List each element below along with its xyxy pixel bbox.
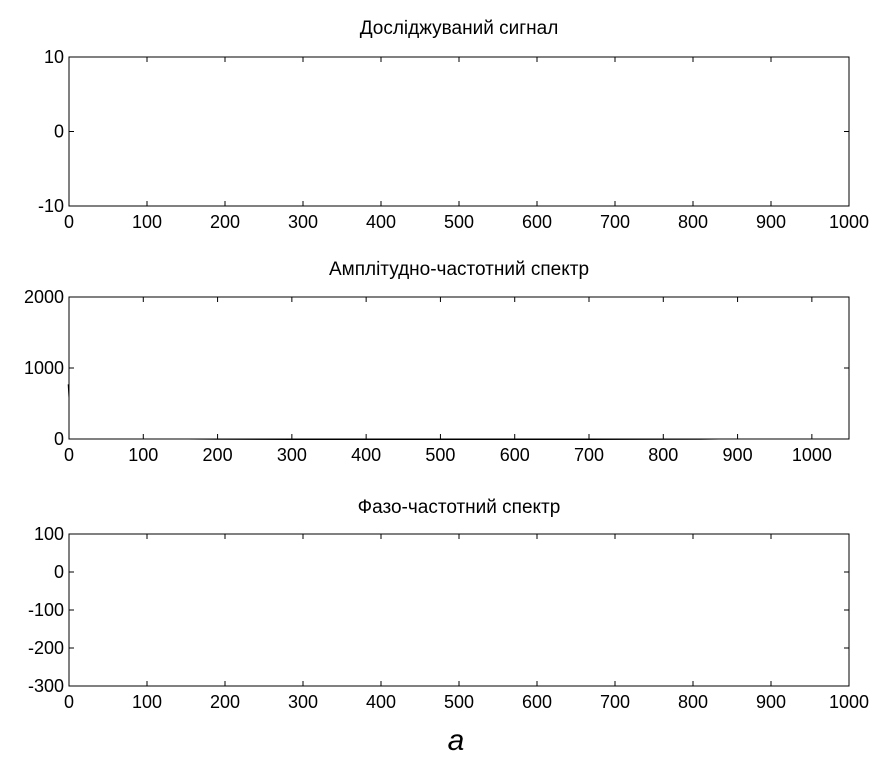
signal-x-tick-label-3: 300 [288, 212, 318, 232]
signal-x-tick-label-5: 500 [444, 212, 474, 232]
phase-y-tick-label-2: -100 [28, 600, 64, 620]
signal-y-tick-label-1: 0 [54, 122, 64, 142]
figure-caption: a [448, 724, 465, 757]
phase-x-tick-label-10: 1000 [829, 692, 869, 712]
amplitude-spectrum-plot: Амплітудно-частотний спектр 0 100 200 300 40… [24, 259, 850, 465]
amplitude-x-tick-label-6: 600 [500, 445, 530, 465]
phase-spectrum-plot: Фазо-частотний спектр 0 100 200 300 400 500 60… [28, 497, 869, 712]
phase-x-tick-label-3: 300 [288, 692, 318, 712]
amplitude-x-tick-label-4: 400 [351, 445, 381, 465]
amplitude-y-tick-label-1: 1000 [24, 358, 64, 378]
phase-x-tick-label-9: 900 [756, 692, 786, 712]
phase-x-tick-label-2: 200 [210, 692, 240, 712]
signal-y-tick-label-0: -10 [38, 196, 64, 216]
phase-x-tick-label-0: 0 [64, 692, 74, 712]
phase-x-tick-label-6: 600 [522, 692, 552, 712]
signal-y-tick-label-2: 10 [44, 47, 64, 67]
amplitude-x-tick-label-5: 500 [425, 445, 455, 465]
phase-x-tick-label-4: 400 [366, 692, 396, 712]
phase-x-tick-label-1: 100 [132, 692, 162, 712]
amplitude-x-tick-label-7: 700 [574, 445, 604, 465]
phase-x-tick-label-8: 800 [678, 692, 708, 712]
phase-y-tick-label-1: -200 [28, 638, 64, 658]
amplitude-x-tick-label-10: 1000 [792, 445, 832, 465]
amplitude-x-tick-label-3: 300 [277, 445, 307, 465]
signal-x-tick-label-1: 100 [132, 212, 162, 232]
phase-spectrum-plot-title: Фазо-частотний спектр [358, 497, 561, 518]
phase-spectrum-plot-frame [68, 533, 850, 687]
phase-x-tick-label-7: 700 [600, 692, 630, 712]
signal-x-tick-label-10: 1000 [829, 212, 869, 232]
amplitude-spectrum-plot-title: Амплітудно-частотний спектр [329, 259, 589, 280]
amplitude-x-tick-label-8: 800 [648, 445, 678, 465]
phase-y-tick-label-3: 0 [54, 562, 64, 582]
signal-x-tick-label-0: 0 [64, 212, 74, 232]
amplitude-x-tick-label-9: 900 [723, 445, 753, 465]
amplitude-x-tick-label-1: 100 [128, 445, 158, 465]
signal-x-tick-label-9: 900 [756, 212, 786, 232]
signal-x-tick-label-4: 400 [366, 212, 396, 232]
amplitude-x-tick-label-2: 200 [203, 445, 233, 465]
amplitude-spectrum-plot-frame [68, 296, 850, 440]
signal-x-tick-label-2: 200 [210, 212, 240, 232]
signal-plot: Досліджуваний сигнал 0 100 200 300 400 500 600… [38, 18, 869, 232]
amplitude-y-tick-label-0: 0 [54, 429, 64, 449]
signal-plot-title: Досліджуваний сигнал [360, 18, 559, 39]
amplitude-x-tick-label-0: 0 [64, 445, 74, 465]
phase-y-tick-label-0: -300 [28, 676, 64, 696]
amplitude-y-tick-label-2: 2000 [24, 287, 64, 307]
signal-x-tick-label-7: 700 [600, 212, 630, 232]
signal-x-tick-label-6: 600 [522, 212, 552, 232]
phase-x-tick-label-5: 500 [444, 692, 474, 712]
signal-plot-frame [68, 56, 850, 207]
signal-x-tick-label-8: 800 [678, 212, 708, 232]
phase-y-tick-label-4: 100 [34, 524, 64, 544]
